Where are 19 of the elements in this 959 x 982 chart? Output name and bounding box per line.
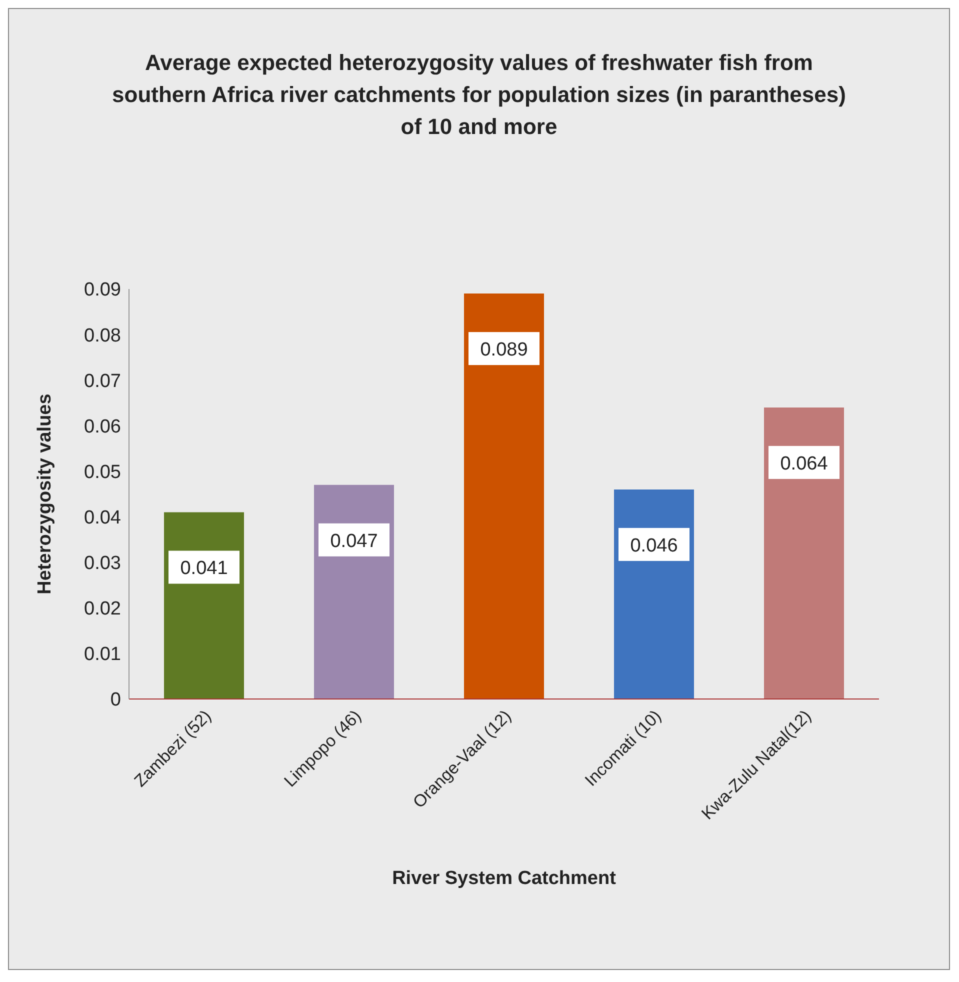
bar — [464, 294, 544, 699]
y-tick-label: 0.06 — [84, 416, 121, 438]
data-label: 0.041 — [180, 558, 228, 580]
y-tick-label: 0.01 — [84, 644, 121, 666]
data-label: 0.089 — [480, 340, 528, 361]
chart-title: Average expected heterozygosity values of freshwater fish from southern Africa river catchments for population sizes (in parantheses) of 10 and more — [111, 49, 847, 141]
y-tick-label: 0.08 — [84, 325, 121, 346]
x-axis-title: River System Catchment — [392, 868, 617, 889]
y-tick-label: 0.05 — [84, 462, 121, 483]
y-tick-label: 0.03 — [84, 553, 121, 574]
data-label: 0.064 — [780, 453, 828, 474]
y-tick-label: 0.02 — [84, 598, 121, 620]
data-label: 0.047 — [330, 530, 378, 552]
y-tick-label: 0.07 — [84, 370, 121, 392]
data-label: 0.046 — [630, 535, 678, 556]
y-tick-label: 0 — [110, 690, 121, 711]
y-axis-title: Heterozygosity values — [34, 394, 56, 594]
y-tick-label: 0.04 — [84, 508, 122, 529]
y-tick-label: 0.09 — [84, 280, 121, 301]
